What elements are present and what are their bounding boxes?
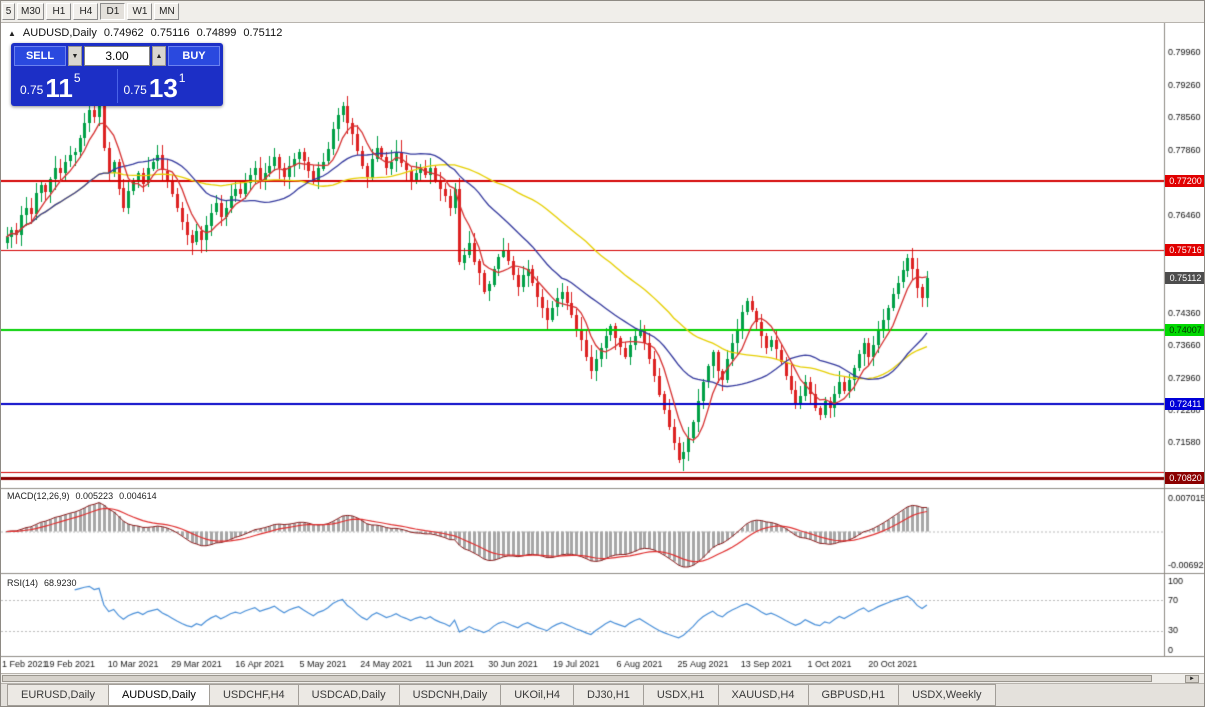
chart-tab-gbpusd-h1[interactable]: GBPUSD,H1 (807, 684, 900, 706)
scrollbar-right-arrow-icon[interactable]: ► (1185, 675, 1199, 683)
timeframe-button-h1[interactable]: H1 (46, 3, 72, 20)
chart-tab-audusd-daily[interactable]: AUDUSD,Daily (107, 684, 210, 706)
volume-input[interactable] (84, 46, 150, 66)
horizontal-scrollbar[interactable]: ► (1, 673, 1204, 683)
chart-tab-eurusd-daily[interactable]: EURUSD,Daily (7, 684, 109, 706)
chart-tab-usdchf-h4[interactable]: USDCHF,H4 (208, 684, 299, 706)
timeframe-button-h4[interactable]: H4 (73, 3, 99, 20)
timeframe-button-5[interactable]: 5 (2, 3, 15, 20)
chart-header: ▲ AUDUSD,Daily 0.74962 0.75116 0.74899 0… (8, 27, 282, 39)
sell-price-prefix: 0.75 (20, 83, 44, 97)
ohlc-low-value: 0.74899 (196, 27, 237, 39)
volume-increase-button[interactable]: ▲ (152, 46, 166, 66)
chart-tab-usdcad-daily[interactable]: USDCAD,Daily (297, 684, 400, 706)
chart-symbol-label: AUDUSD,Daily (22, 27, 97, 39)
timeframe-button-w1[interactable]: W1 (127, 3, 153, 20)
collapse-chart-icon[interactable]: ▲ (8, 28, 16, 38)
buy-button[interactable]: BUY (168, 46, 220, 66)
chart-tab-usdx-h1[interactable]: USDX,H1 (642, 684, 719, 706)
timeframe-toolbar: 5 M30 H1 H4 D1 W1 MN (1, 1, 1204, 23)
volume-decrease-button[interactable]: ▼ (68, 46, 82, 66)
buy-price-big-digits: 13 (148, 73, 178, 103)
chart-tabs: EURUSD,Daily AUDUSD,Daily USDCHF,H4 USDCAD,… (1, 683, 1204, 706)
sell-price-display[interactable]: 0.75 11 5 (14, 69, 118, 103)
scrollbar-thumb[interactable] (2, 675, 1152, 682)
sell-price-big-digits: 11 (45, 73, 73, 103)
chart-tab-xauusd-h4[interactable]: XAUUSD,H4 (717, 684, 809, 706)
timeframe-button-d1[interactable]: D1 (100, 3, 126, 20)
ohlc-open-value: 0.74962 (103, 27, 144, 39)
chart-tab-dj30-h1[interactable]: DJ30,H1 (573, 684, 644, 706)
one-click-trading-panel: SELL ▼ ▲ BUY 0.75 11 5 0.75 13 1 (11, 43, 223, 106)
sell-button[interactable]: SELL (14, 46, 66, 66)
ohlc-high-value: 0.75116 (150, 27, 190, 39)
sell-price-superscript: 5 (73, 71, 81, 85)
timeframe-button-mn[interactable]: MN (154, 3, 180, 20)
chart-tab-usdx-weekly[interactable]: USDX,Weekly (898, 684, 996, 706)
ohlc-close-value: 0.75112 (243, 27, 283, 39)
timeframe-button-m30[interactable]: M30 (17, 3, 45, 20)
buy-price-display[interactable]: 0.75 13 1 (118, 69, 221, 103)
chart-tab-usdcnh-daily[interactable]: USDCNH,Daily (398, 684, 502, 706)
buy-price-superscript: 1 (178, 71, 186, 85)
buy-price-prefix: 0.75 (123, 83, 147, 97)
price-chart-canvas[interactable] (1, 23, 1204, 673)
chart-tab-ukoil-h4[interactable]: UKOil,H4 (500, 684, 575, 706)
